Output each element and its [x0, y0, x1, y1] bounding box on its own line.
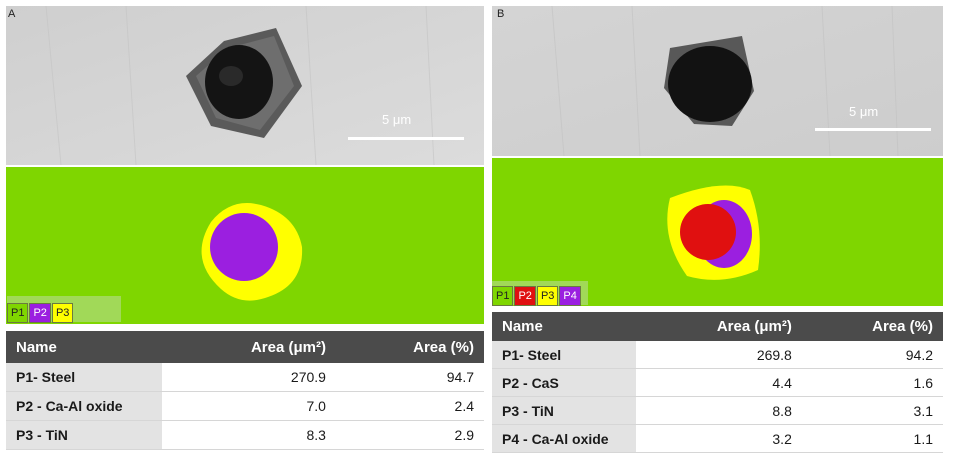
- row-name: P3 - TiN: [492, 396, 636, 425]
- row-area-um: 269.8: [636, 341, 802, 369]
- results-table-b: Name Area (μm²) Area (%) P1- Steel 269.8…: [492, 312, 943, 453]
- scale-bar-label: 5 μm: [849, 104, 879, 119]
- panel-a: A 5 μm P1 P2 P3 Name Area (μm²) Area (%)…: [6, 6, 484, 450]
- row-area-pct: 3.1: [801, 396, 943, 425]
- row-area-um: 4.4: [636, 368, 802, 397]
- row-area-pct: 2.4: [335, 391, 484, 421]
- panel-b: B 5 μm P1 P2 P3 P4 Name Area (μm²) Area …: [489, 0, 953, 459]
- row-name: P4 - Ca-Al oxide: [492, 424, 636, 453]
- row-area-pct: 94.7: [335, 363, 484, 392]
- scale-bar: [348, 137, 464, 140]
- row-name: P1- Steel: [6, 363, 162, 392]
- row-area-um: 7.0: [162, 391, 336, 421]
- col-name-header: Name: [492, 312, 636, 341]
- table-row: P1- Steel 270.9 94.7: [6, 363, 484, 392]
- legend-p1: P1: [7, 303, 29, 323]
- table-row: P2 - Ca-Al oxide 7.0 2.4: [6, 391, 484, 421]
- row-area-um: 8.8: [636, 396, 802, 425]
- row-name: P3 - TiN: [6, 420, 162, 450]
- legend-p2: P2: [29, 303, 51, 323]
- row-name: P1- Steel: [492, 341, 636, 369]
- table-row: P1- Steel 269.8 94.2: [492, 341, 943, 369]
- results-table-a: Name Area (μm²) Area (%) P1- Steel 270.9…: [6, 331, 484, 450]
- table-header-row: Name Area (μm²) Area (%): [6, 331, 484, 363]
- col-area-pct-header: Area (%): [335, 331, 484, 363]
- phase-legend: P1 P2 P3: [7, 303, 74, 323]
- table-row: P2 - CaS 4.4 1.6: [492, 368, 943, 397]
- legend-p3: P3: [536, 286, 559, 306]
- col-area-um-header: Area (μm²): [636, 312, 802, 341]
- sem-image-b: [492, 6, 943, 156]
- sem-image-a: [6, 6, 484, 165]
- table-header-row: Name Area (μm²) Area (%): [492, 312, 943, 341]
- panel-letter: B: [497, 8, 505, 20]
- table-row: P3 - TiN 8.3 2.9: [6, 420, 484, 450]
- legend-p3: P3: [51, 303, 74, 323]
- row-area-pct: 1.6: [801, 368, 943, 397]
- panel-letter: A: [8, 8, 16, 20]
- row-area-pct: 94.2: [801, 341, 943, 369]
- legend-p1: P1: [492, 286, 514, 306]
- row-area-pct: 2.9: [335, 420, 484, 450]
- legend-p4: P4: [559, 286, 581, 306]
- row-area-um: 8.3: [162, 420, 336, 450]
- legend-p2: P2: [514, 286, 536, 306]
- scale-bar: [815, 128, 931, 131]
- col-area-um-header: Area (μm²): [162, 331, 336, 363]
- row-area-um: 3.2: [636, 424, 802, 453]
- scale-bar-label: 5 μm: [382, 112, 412, 127]
- col-name-header: Name: [6, 331, 162, 363]
- table-row: P3 - TiN 8.8 3.1: [492, 396, 943, 425]
- phase-legend: P1 P2 P3 P4: [492, 286, 582, 306]
- row-area-um: 270.9: [162, 363, 336, 392]
- col-area-pct-header: Area (%): [801, 312, 943, 341]
- row-name: P2 - CaS: [492, 368, 636, 397]
- table-row: P4 - Ca-Al oxide 3.2 1.1: [492, 424, 943, 453]
- row-name: P2 - Ca-Al oxide: [6, 391, 162, 421]
- row-area-pct: 1.1: [801, 424, 943, 453]
